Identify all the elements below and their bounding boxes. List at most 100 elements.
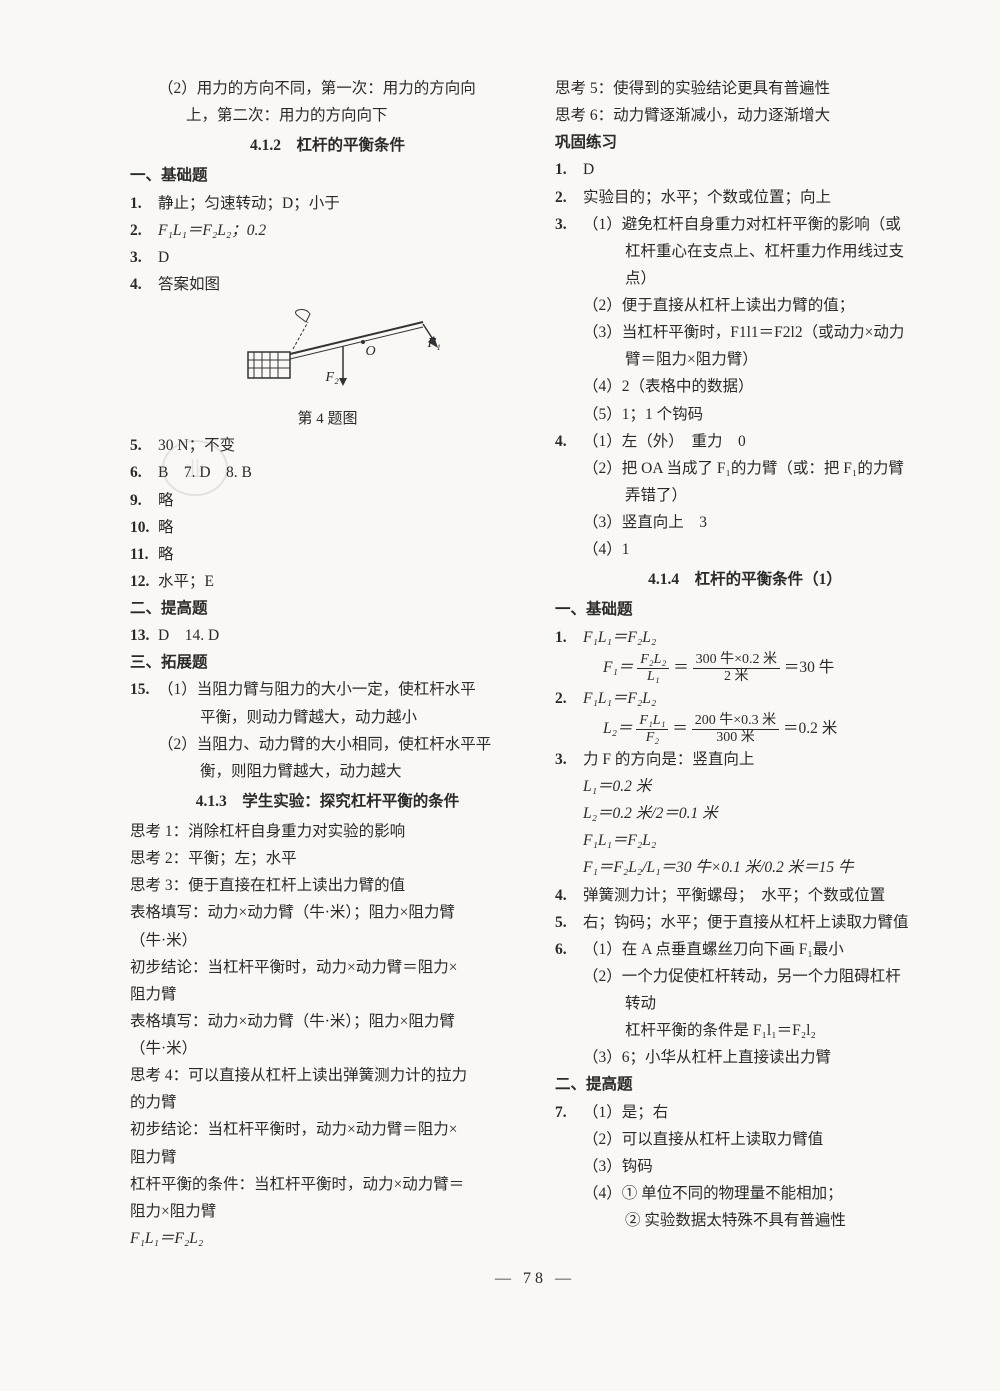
num: 3.	[555, 211, 583, 238]
numerator: 300 牛×0.2 米	[693, 652, 780, 668]
denominator: L₁	[637, 669, 669, 684]
watermark-stamp: 业	[160, 438, 230, 498]
line: F₁L₁＝F₂L₂	[555, 827, 935, 854]
body: 静止；匀速转动；D；小于	[158, 190, 525, 217]
item-b2: 2.F₁L₁＝F₂L₂	[555, 685, 935, 712]
item-b4: 4.弹簧测力计；平衡螺母； 水平；个数或位置	[555, 882, 935, 909]
num: 9.	[130, 487, 158, 514]
num: 1.	[130, 190, 158, 217]
body: D	[158, 244, 525, 271]
item-3: 3.D	[130, 244, 525, 271]
line: （2）一个力促使杠杆转动，另一个力阻碍杠杆	[555, 963, 935, 990]
line: （3）竖直向上 3	[555, 509, 935, 536]
denominator: 300 米	[692, 730, 779, 745]
fig-label-f1: F₁	[428, 332, 441, 357]
body: F₁L₁＝F₂L₂	[583, 685, 935, 712]
line: 表格填写：动力×动力臂（牛·米）；阻力×阻力臂	[130, 1008, 525, 1035]
eq-part: ＝	[673, 659, 689, 676]
line: 的力臂	[130, 1089, 525, 1116]
item-b5: 5.右；钩码；水平；便于直接从杠杆上读取力臂值	[555, 909, 935, 936]
line: 平衡，则动力臂越大，动力越小	[130, 704, 525, 731]
line: 衡，则阻力臂越大，动力越大	[130, 758, 525, 785]
line: L₁＝0.2 米	[555, 773, 935, 800]
fraction: F₁L₁F₂	[636, 713, 668, 745]
denominator: 2 米	[693, 669, 780, 684]
line: 思考 5：使得到的实验结论更具有普遍性	[555, 75, 935, 102]
num: 4.	[130, 271, 158, 298]
line: （3）当杠杆平衡时，F1l1＝F2l2（或动力×动力	[555, 319, 935, 346]
line: 表格填写：动力×动力臂（牛·米）；阻力×阻力臂	[130, 899, 525, 926]
line: （3）6；小华从杠杆上直接读出力臂	[555, 1044, 935, 1071]
line: 阻力×阻力臂	[130, 1198, 525, 1225]
equation-line: F₁＝ F₂L₂L₁ ＝ 300 牛×0.2 米2 米 ＝30 牛	[555, 651, 935, 685]
page: 业 （2）用力的方向不同，第一次：用力的方向向 上，第二次：用力的方向向下 4.…	[0, 0, 1000, 1391]
figure-caption: 第 4 题图	[130, 406, 525, 432]
item-b1: 1.F₁L₁＝F₂L₂	[555, 624, 935, 651]
body: 水平；E	[158, 568, 525, 595]
line: L₂＝0.2 米/2＝0.1 米	[555, 800, 935, 827]
line: 点）	[555, 265, 935, 292]
num: 15.	[130, 676, 158, 703]
line: 思考 2：平衡；左；水平	[130, 845, 525, 872]
line: （3）钩码	[555, 1153, 935, 1180]
body: F₁L₁＝F₂L₂	[583, 624, 935, 651]
body: 实验目的；水平；个数或位置；向上	[583, 184, 935, 211]
heading-consolidate: 巩固练习	[555, 129, 935, 156]
num: 12.	[130, 568, 158, 595]
section-title-414: 4.1.4 杠杆的平衡条件（1）	[555, 566, 935, 593]
line: 上，第二次：用力的方向向下	[130, 102, 525, 129]
item-2: 2.F₁L₁＝F₂L₂；0.2	[130, 217, 525, 244]
heading-basic: 一、基础题	[130, 162, 525, 189]
num: 6.	[555, 936, 583, 963]
item-b6: 6.（1）在 A 点垂直螺丝刀向下画 F₁最小	[555, 936, 935, 963]
num: 7.	[555, 1099, 583, 1126]
item-r2: 2.实验目的；水平；个数或位置；向上	[555, 184, 935, 211]
num: 3.	[130, 244, 158, 271]
line: ② 实验数据太特殊不具有普遍性	[555, 1207, 935, 1234]
body: D 14. D	[158, 622, 525, 649]
body: 弹簧测力计；平衡螺母； 水平；个数或位置	[583, 882, 935, 909]
line: 杠杆平衡的条件：当杠杆平衡时，动力×动力臂＝	[130, 1171, 525, 1198]
line: F₁＝F₂L₂/L₁＝30 牛×0.1 米/0.2 米＝15 牛	[555, 854, 935, 881]
left-column: （2）用力的方向不同，第一次：用力的方向向 上，第二次：用力的方向向下 4.1.…	[130, 75, 525, 1252]
eq-part: L₂＝	[603, 720, 633, 737]
item-r3: 3.（1）避免杠杆自身重力对杠杆平衡的影响（或	[555, 211, 935, 238]
line: （2）便于直接从杠杆上读出力臂的值；	[555, 292, 935, 319]
body: 略	[158, 541, 525, 568]
body: （1）是；右	[583, 1099, 935, 1126]
numerator: 200 牛×0.3 米	[692, 713, 779, 729]
line: 阻力臂	[130, 981, 525, 1008]
item-10: 10.略	[130, 514, 525, 541]
section-title-412: 4.1.2 杠杆的平衡条件	[130, 132, 525, 159]
num: 1.	[555, 624, 583, 651]
body: （1）在 A 点垂直螺丝刀向下画 F₁最小	[583, 936, 935, 963]
line: （牛·米）	[130, 927, 525, 954]
num: 5.	[555, 909, 583, 936]
body: （1）当阻力臂与阻力的大小一定，使杠杆水平	[158, 676, 525, 703]
line: （2）可以直接从杠杆上读取力臂值	[555, 1126, 935, 1153]
num: 4.	[555, 428, 583, 455]
line: 杠杆平衡的条件是 F₁l₁＝F₂l₂	[555, 1017, 935, 1044]
eq-part: ＝0.2 米	[783, 720, 837, 737]
line: 转动	[555, 990, 935, 1017]
body: F₁L₁＝F₂L₂；0.2	[158, 217, 525, 244]
equation: F₁L₁＝F₂L₂	[130, 1225, 525, 1252]
body: 右；钩码；水平；便于直接从杠杆上读取力臂值	[583, 909, 935, 936]
item-r4: 4.（1）左（外） 重力 0	[555, 428, 935, 455]
item-b3: 3.力 F 的方向是：竖直向上	[555, 746, 935, 773]
line: （2）当阻力、动力臂的大小相同，使杠杆水平平	[130, 731, 525, 758]
line: （2）把 OA 当成了 F₁的力臂（或：把 F₁的力臂	[555, 455, 935, 482]
line: 初步结论：当杠杆平衡时，动力×动力臂＝阻力×	[130, 1116, 525, 1143]
line: 阻力臂	[130, 1144, 525, 1171]
line: 思考 4：可以直接从杠杆上读出弹簧测力计的拉力	[130, 1062, 525, 1089]
section-title-413: 4.1.3 学生实验：探究杠杆平衡的条件	[130, 788, 525, 815]
item-4: 4.答案如图	[130, 271, 525, 298]
heading-advanced-r: 二、提高题	[555, 1071, 935, 1098]
num: 13.	[130, 622, 158, 649]
line: 思考 1：消除杠杆自身重力对实验的影响	[130, 818, 525, 845]
num: 5.	[130, 432, 158, 459]
fig-label-o: O	[366, 340, 376, 365]
body: （1）避免杠杆自身重力对杠杆平衡的影响（或	[583, 211, 935, 238]
num: 4.	[555, 882, 583, 909]
numerator: F₁L₁	[636, 713, 668, 729]
